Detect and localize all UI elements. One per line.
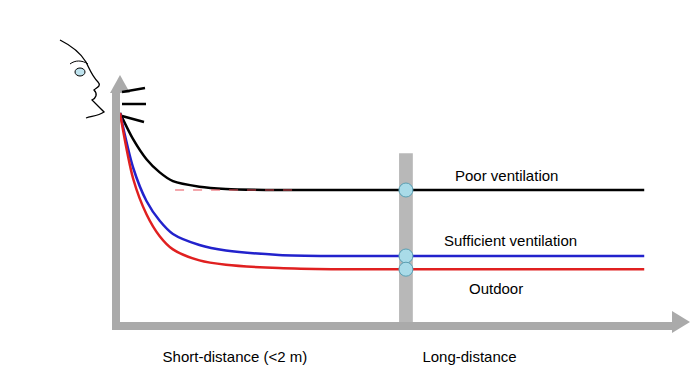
svg-text:Outdoor: Outdoor: [469, 280, 523, 297]
svg-text:Long-distance: Long-distance: [422, 348, 516, 365]
svg-text:Sufficient ventilation: Sufficient ventilation: [444, 232, 577, 249]
svg-text:Short-distance (<2 m): Short-distance (<2 m): [163, 348, 308, 365]
svg-text:Poor ventilation: Poor ventilation: [455, 167, 558, 184]
